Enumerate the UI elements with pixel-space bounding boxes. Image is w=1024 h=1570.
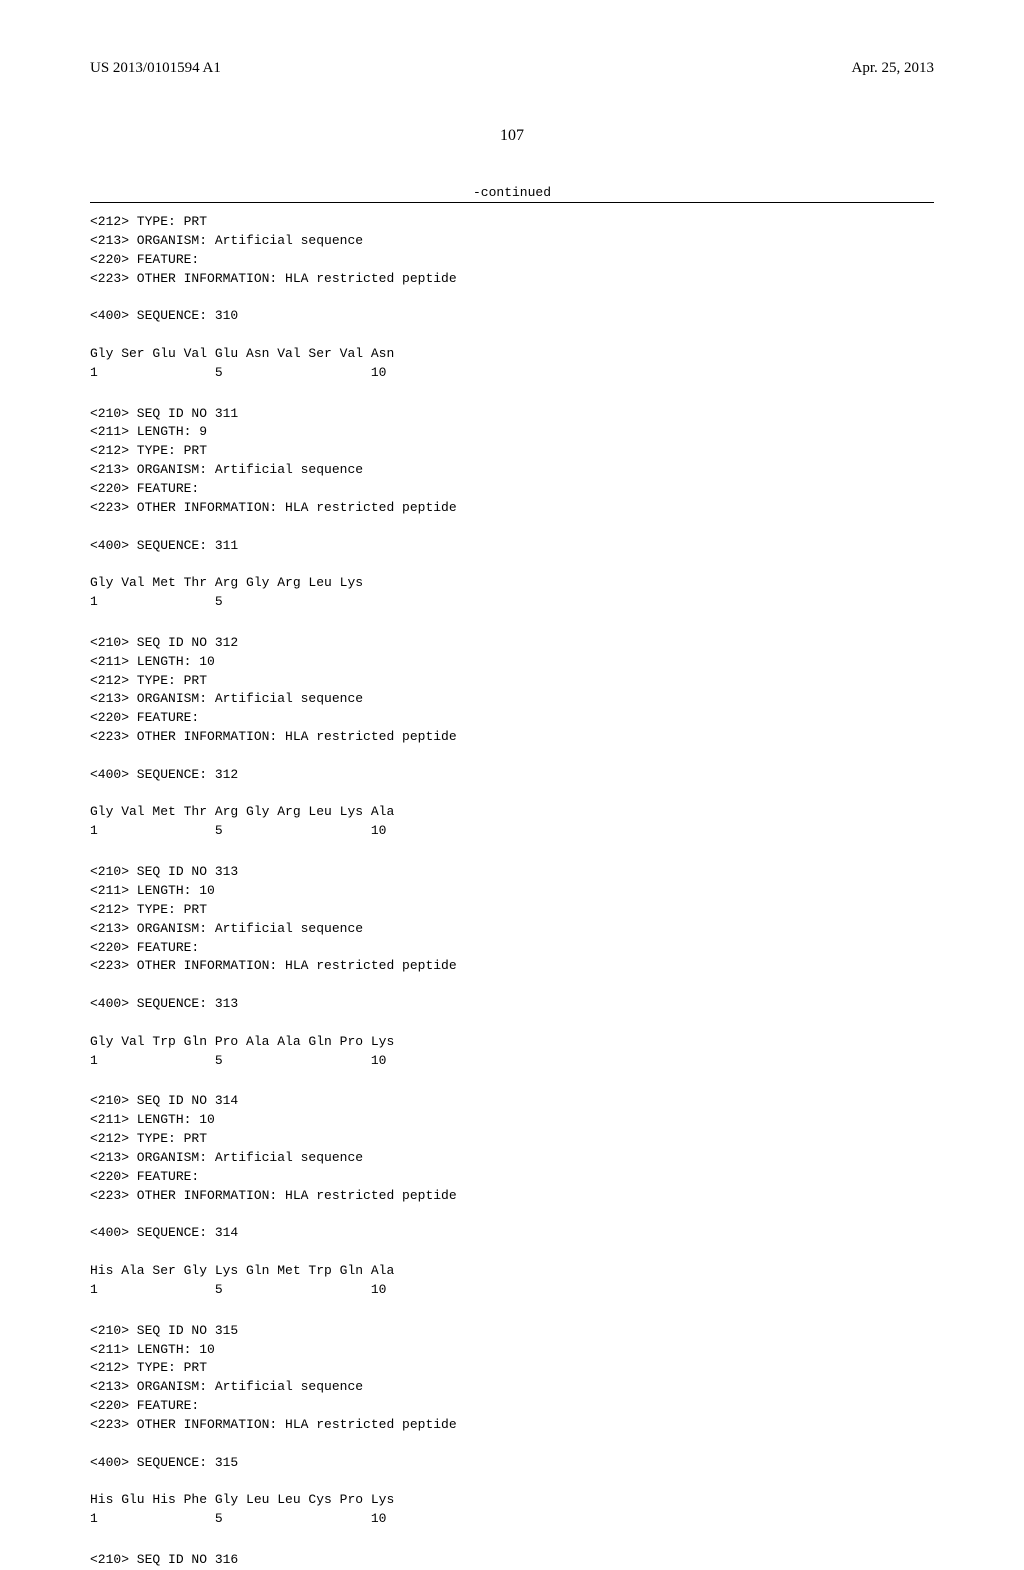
sequence-block: <210> SEQ ID NO 312<211> LENGTH: 10<212>… xyxy=(90,634,934,841)
sequence-line xyxy=(90,976,934,995)
sequence-line xyxy=(90,747,934,766)
sequence-line: <211> LENGTH: 9 xyxy=(90,423,934,442)
sequence-line xyxy=(90,1243,934,1262)
sequence-line xyxy=(90,555,934,574)
sequence-line: <213> ORGANISM: Artificial sequence xyxy=(90,690,934,709)
sequence-block: <210> SEQ ID NO 316 xyxy=(90,1551,934,1570)
sequence-line: <220> FEATURE: xyxy=(90,939,934,958)
sequence-line: <400> SEQUENCE: 311 xyxy=(90,537,934,556)
sequence-line xyxy=(90,518,934,537)
sequence-line: 1 5 10 xyxy=(90,1510,934,1529)
sequence-line: <220> FEATURE: xyxy=(90,1168,934,1187)
sequence-line: <212> TYPE: PRT xyxy=(90,1359,934,1378)
publication-number: US 2013/0101594 A1 xyxy=(90,60,221,77)
page-number: 107 xyxy=(90,127,934,145)
sequence-line: <400> SEQUENCE: 312 xyxy=(90,766,934,785)
sequence-line: 1 5 10 xyxy=(90,1281,934,1300)
sequence-line: <223> OTHER INFORMATION: HLA restricted … xyxy=(90,270,934,289)
publication-date: Apr. 25, 2013 xyxy=(852,60,935,77)
sequence-line: <223> OTHER INFORMATION: HLA restricted … xyxy=(90,1416,934,1435)
sequence-block: <210> SEQ ID NO 315<211> LENGTH: 10<212>… xyxy=(90,1322,934,1529)
sequence-line: <400> SEQUENCE: 314 xyxy=(90,1224,934,1243)
sequence-line: <210> SEQ ID NO 316 xyxy=(90,1551,934,1570)
sequence-line: <211> LENGTH: 10 xyxy=(90,1111,934,1130)
sequence-line xyxy=(90,326,934,345)
sequence-line: <212> TYPE: PRT xyxy=(90,442,934,461)
sequence-line: Gly Val Met Thr Arg Gly Arg Leu Lys xyxy=(90,574,934,593)
page-header: US 2013/0101594 A1 Apr. 25, 2013 xyxy=(90,60,934,77)
sequence-line: <212> TYPE: PRT xyxy=(90,672,934,691)
sequence-line xyxy=(90,1014,934,1033)
sequence-line: <210> SEQ ID NO 312 xyxy=(90,634,934,653)
sequence-line: <213> ORGANISM: Artificial sequence xyxy=(90,232,934,251)
sequence-listing: <212> TYPE: PRT<213> ORGANISM: Artificia… xyxy=(90,213,934,1570)
sequence-line xyxy=(90,288,934,307)
sequence-block: <210> SEQ ID NO 314<211> LENGTH: 10<212>… xyxy=(90,1092,934,1299)
sequence-line: <223> OTHER INFORMATION: HLA restricted … xyxy=(90,499,934,518)
sequence-line: <211> LENGTH: 10 xyxy=(90,653,934,672)
sequence-line: <220> FEATURE: xyxy=(90,709,934,728)
sequence-line: <220> FEATURE: xyxy=(90,1397,934,1416)
sequence-line: <400> SEQUENCE: 315 xyxy=(90,1454,934,1473)
sequence-line: <213> ORGANISM: Artificial sequence xyxy=(90,461,934,480)
sequence-line: <220> FEATURE: xyxy=(90,251,934,270)
sequence-line: 1 5 10 xyxy=(90,822,934,841)
sequence-block: <212> TYPE: PRT<213> ORGANISM: Artificia… xyxy=(90,213,934,383)
sequence-line: <210> SEQ ID NO 314 xyxy=(90,1092,934,1111)
sequence-line: <213> ORGANISM: Artificial sequence xyxy=(90,920,934,939)
sequence-line: <213> ORGANISM: Artificial sequence xyxy=(90,1378,934,1397)
sequence-line: <213> ORGANISM: Artificial sequence xyxy=(90,1149,934,1168)
sequence-line: <400> SEQUENCE: 310 xyxy=(90,307,934,326)
sequence-line xyxy=(90,1472,934,1491)
sequence-line: Gly Ser Glu Val Glu Asn Val Ser Val Asn xyxy=(90,345,934,364)
sequence-line: His Ala Ser Gly Lys Gln Met Trp Gln Ala xyxy=(90,1262,934,1281)
sequence-line: Gly Val Met Thr Arg Gly Arg Leu Lys Ala xyxy=(90,803,934,822)
sequence-line: <210> SEQ ID NO 315 xyxy=(90,1322,934,1341)
sequence-line: <212> TYPE: PRT xyxy=(90,901,934,920)
sequence-line: 1 5 xyxy=(90,593,934,612)
sequence-line: <211> LENGTH: 10 xyxy=(90,882,934,901)
sequence-line: Gly Val Trp Gln Pro Ala Ala Gln Pro Lys xyxy=(90,1033,934,1052)
sequence-line: <223> OTHER INFORMATION: HLA restricted … xyxy=(90,728,934,747)
sequence-line xyxy=(90,1435,934,1454)
sequence-line: <210> SEQ ID NO 313 xyxy=(90,863,934,882)
sequence-line xyxy=(90,1206,934,1225)
sequence-block: <210> SEQ ID NO 313<211> LENGTH: 10<212>… xyxy=(90,863,934,1070)
sequence-line xyxy=(90,785,934,804)
sequence-line: <223> OTHER INFORMATION: HLA restricted … xyxy=(90,1187,934,1206)
patent-page: US 2013/0101594 A1 Apr. 25, 2013 107 -co… xyxy=(0,0,1024,1320)
sequence-line: 1 5 10 xyxy=(90,364,934,383)
sequence-line: <220> FEATURE: xyxy=(90,480,934,499)
sequence-line: <223> OTHER INFORMATION: HLA restricted … xyxy=(90,957,934,976)
sequence-line: 1 5 10 xyxy=(90,1052,934,1071)
divider-line xyxy=(90,202,934,203)
sequence-block: <210> SEQ ID NO 311<211> LENGTH: 9<212> … xyxy=(90,405,934,612)
sequence-line: <400> SEQUENCE: 313 xyxy=(90,995,934,1014)
sequence-line: <212> TYPE: PRT xyxy=(90,1130,934,1149)
sequence-line: <211> LENGTH: 10 xyxy=(90,1341,934,1360)
continued-label: -continued xyxy=(90,185,934,200)
sequence-line: <210> SEQ ID NO 311 xyxy=(90,405,934,424)
sequence-line: <212> TYPE: PRT xyxy=(90,213,934,232)
sequence-line: His Glu His Phe Gly Leu Leu Cys Pro Lys xyxy=(90,1491,934,1510)
